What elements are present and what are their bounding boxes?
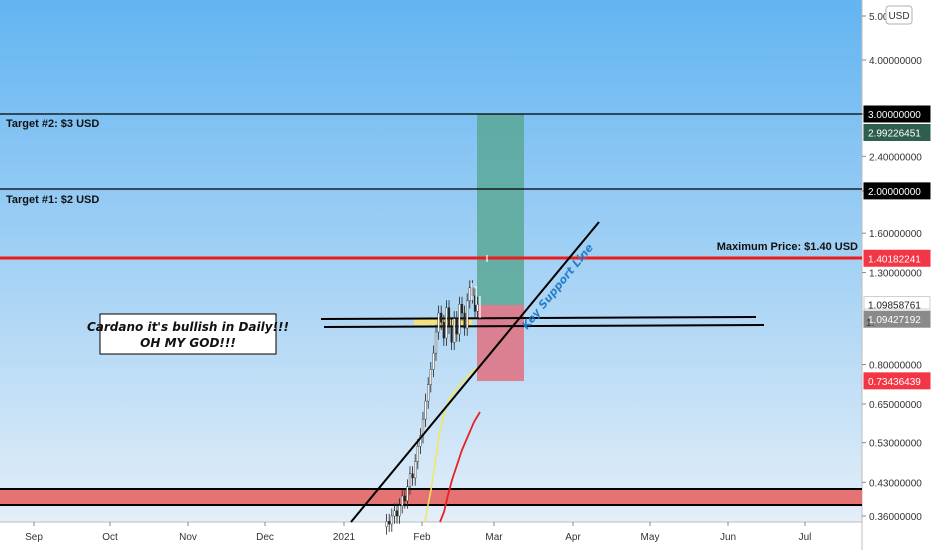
candle-body-31 — [463, 312, 466, 329]
candle-body-33 — [468, 287, 471, 302]
price-badge-label-2: 2.00000000 — [868, 187, 921, 198]
candle-body-12 — [414, 461, 417, 479]
candle-body-10 — [408, 473, 412, 487]
candle-body-21 — [437, 312, 440, 333]
candle-body-28 — [455, 318, 458, 335]
price-tick-label-5: 1.60000000 — [869, 229, 922, 240]
time-tick-label-4: 2021 — [333, 532, 356, 543]
candle-body-23 — [442, 322, 445, 339]
price-tick-label-0: 5.00 — [869, 12, 889, 23]
candle-body-9 — [406, 486, 409, 502]
price-tick-label-10: 0.43000000 — [869, 478, 922, 489]
candle-body-27 — [453, 318, 456, 343]
candle-body-36 — [476, 304, 479, 312]
price-tick-label-7: 0.80000000 — [869, 361, 922, 372]
candle-body-16 — [424, 400, 427, 420]
time-tick-label-9: Jun — [720, 532, 736, 543]
candle-body-4 — [393, 510, 396, 517]
candle-body-22 — [440, 312, 443, 323]
currency-button-label[interactable]: USD — [888, 11, 909, 22]
partial-price-label: 1. — [866, 318, 874, 329]
time-tick-label-2: Nov — [179, 532, 197, 543]
moving-average-red — [439, 411, 481, 523]
time-tick-label-8: May — [641, 532, 660, 543]
candlestick-series — [385, 255, 488, 535]
candle-body-30 — [460, 304, 464, 314]
price-tick-label-3: 2.40000000 — [869, 152, 922, 163]
price-tick-label-11: 0.36000000 — [869, 512, 922, 523]
support-line-upper[interactable] — [320, 316, 757, 320]
callout-line-2: OH MY GOD!!! — [140, 336, 236, 350]
time-tick-label-7: Apr — [565, 532, 581, 543]
price-badge-label-1: 2.99226451 — [868, 128, 921, 139]
price-badge-label-6: 1.09427192 — [868, 315, 921, 326]
price-tick-label-6: 1.30000000 — [869, 269, 922, 280]
time-tick-label-5: Feb — [413, 532, 431, 543]
profit-zone[interactable] — [477, 114, 524, 305]
price-badge-label-4: 1.09858761 — [868, 300, 921, 311]
yellow-highlight — [414, 319, 472, 325]
candle-body-25 — [447, 307, 451, 327]
target-2-label: Target #2: $3 USD — [6, 118, 99, 130]
price-badge-1 — [863, 123, 931, 141]
time-axis-ticks: Sep Oct Nov Dec 2021 Feb Mar Apr May Jun Jul — [25, 522, 811, 543]
price-tick-label-8: 0.65000000 — [869, 400, 922, 411]
price-badge-7 — [863, 372, 931, 390]
candle-body-11 — [411, 473, 414, 479]
candle-body-13 — [416, 446, 419, 462]
candle-body-2 — [388, 521, 391, 525]
candle-body-6 — [398, 505, 401, 517]
time-tick-label-3: Dec — [256, 532, 274, 543]
price-badge-label-3: 1.40182241 — [868, 254, 921, 265]
candle-body-24 — [445, 307, 448, 339]
time-axis-panel[interactable] — [0, 522, 932, 550]
time-tick-label-1: Oct — [102, 532, 118, 543]
candle-body-32 — [466, 300, 469, 329]
price-tick-label-1: 4.00000000 — [869, 56, 922, 67]
callout-box[interactable] — [99, 313, 277, 355]
candle-body-20 — [434, 331, 438, 354]
price-badge-label-0: 3.00000000 — [868, 110, 921, 121]
target-1-label: Target #1: $2 USD — [6, 194, 99, 206]
candle-body-8 — [403, 495, 406, 502]
key-support-trendline[interactable] — [350, 221, 600, 523]
candle-body-7 — [401, 495, 404, 506]
candle-body-29 — [458, 304, 461, 335]
candle-body-17 — [427, 384, 430, 402]
candle-body-5 — [395, 510, 399, 517]
price-badge-6 — [863, 310, 931, 328]
loss-zone[interactable] — [477, 305, 524, 381]
plot-background — [0, 0, 862, 522]
support-zone[interactable] — [0, 489, 862, 505]
time-tick-label-10: Jul — [799, 532, 812, 543]
candle-body-26 — [450, 325, 453, 343]
callout-line-1: Cardano it's bullish in Daily!!! — [87, 320, 289, 334]
candle-body-14 — [419, 435, 422, 447]
candle-body-3 — [390, 515, 393, 525]
candle-body-19 — [432, 352, 435, 370]
time-tick-label-6: Mar — [485, 532, 503, 543]
price-badge-0 — [863, 105, 931, 123]
support-line-lower[interactable] — [323, 324, 765, 328]
max-price-label: Maximum Price: $1.40 USD — [717, 241, 858, 253]
price-badge-label-7: 0.73436439 — [868, 377, 921, 388]
price-badges: 3.00000000 2.99226451 2.00000000 1.40182241… — [863, 105, 931, 390]
candle-body-1 — [385, 521, 388, 528]
moving-average-yellow — [424, 367, 478, 523]
time-tick-label-0: Sep — [25, 532, 43, 543]
currency-button[interactable] — [885, 5, 913, 25]
price-tick-label-9: 0.53000000 — [869, 439, 922, 450]
price-badge-2 — [863, 182, 931, 200]
candle-body-18 — [429, 369, 432, 385]
price-badge-3 — [863, 249, 931, 267]
